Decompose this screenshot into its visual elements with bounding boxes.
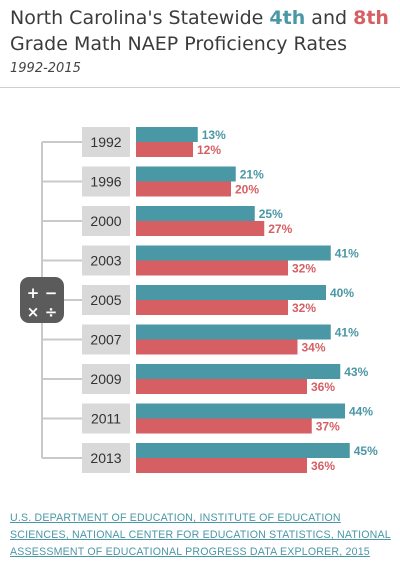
bar-chart: 1992 13%12% 1996 21%20% 2000 25%27% 2003 41% 32%… — [20, 127, 378, 473]
source-link[interactable]: U.S. DEPARTMENT OF EDUCATION, INSTITUTE … — [10, 512, 391, 558]
year-label-box — [82, 443, 130, 473]
data-label-grade8: 36% — [311, 459, 335, 473]
title-and: and — [305, 7, 354, 29]
year-label-box — [82, 324, 130, 355]
bar-grade8 — [136, 142, 193, 157]
data-label-grade8: 34% — [302, 341, 326, 355]
bar-grade4 — [136, 403, 345, 419]
calculator-times: × — [27, 303, 40, 321]
year-label: 2013 — [90, 450, 121, 466]
year-label: 1996 — [90, 174, 121, 190]
bar-grade4 — [136, 245, 331, 261]
data-label-grade4: 41% — [335, 326, 359, 340]
data-label-grade8: 20% — [235, 183, 259, 197]
bar-grade4 — [136, 206, 255, 221]
year-label-box — [82, 127, 130, 157]
title-part1: North Carolina's Statewide — [10, 7, 270, 29]
data-label-grade8: 37% — [316, 420, 340, 434]
data-label-grade8: 27% — [268, 222, 292, 236]
bar-grade4 — [136, 166, 236, 182]
year-label: 2007 — [90, 332, 121, 348]
data-label-grade4: 21% — [240, 168, 264, 182]
bar-grade8 — [136, 300, 288, 315]
year-label: 2009 — [90, 371, 121, 387]
title-divider — [0, 87, 400, 88]
title-8th: 8th — [353, 7, 389, 29]
data-label-grade4: 45% — [354, 444, 378, 458]
data-label-grade8: 32% — [292, 262, 316, 276]
calculator-icon-body — [20, 277, 64, 323]
bar-grade8 — [136, 379, 307, 394]
bar-grade8 — [136, 458, 307, 473]
data-label-grade4: 13% — [202, 128, 226, 142]
calculator-divide: ÷ — [45, 303, 58, 321]
bar-grade8 — [136, 339, 298, 355]
title-part2: Grade Math NAEP Proficiency Rates — [10, 33, 348, 55]
bar-grade8 — [136, 181, 231, 197]
year-label: 2005 — [90, 292, 121, 308]
year-label: 2003 — [90, 253, 121, 269]
year-label-box — [82, 245, 130, 276]
bar-grade8 — [136, 418, 312, 434]
data-label-grade8: 36% — [311, 380, 335, 394]
data-label-grade4: 43% — [344, 365, 368, 379]
bar-grade4 — [136, 364, 341, 379]
year-label-box — [82, 166, 130, 197]
bar-grade8 — [136, 221, 265, 236]
data-label-grade8: 32% — [292, 301, 316, 315]
calculator-plus: + — [27, 284, 40, 302]
year-label: 2000 — [90, 213, 121, 229]
year-label: 1992 — [90, 134, 121, 150]
data-label-grade4: 40% — [330, 286, 354, 300]
bar-grade4 — [136, 285, 326, 300]
year-label-box — [82, 364, 130, 394]
chart-subtitle: 1992-2015 — [10, 61, 81, 76]
chart-title: North Carolina's Statewide 4th and 8th G… — [10, 5, 395, 57]
data-label-grade4: 25% — [259, 207, 283, 221]
bar-grade4 — [136, 127, 198, 142]
title-4th: 4th — [269, 7, 306, 29]
year-label-box — [82, 206, 130, 236]
year-label-box — [82, 403, 130, 434]
year-label-box — [82, 285, 130, 315]
bar-grade4 — [136, 443, 350, 458]
calculator-minus: − — [45, 284, 58, 302]
bar-grade4 — [136, 324, 331, 340]
data-label-grade4: 41% — [335, 247, 359, 261]
bar-grade8 — [136, 260, 288, 276]
calculator-icon: + − × ÷ — [20, 277, 64, 323]
data-label-grade8: 12% — [197, 143, 221, 157]
data-label-grade4: 44% — [349, 405, 373, 419]
year-label: 2011 — [91, 411, 121, 427]
